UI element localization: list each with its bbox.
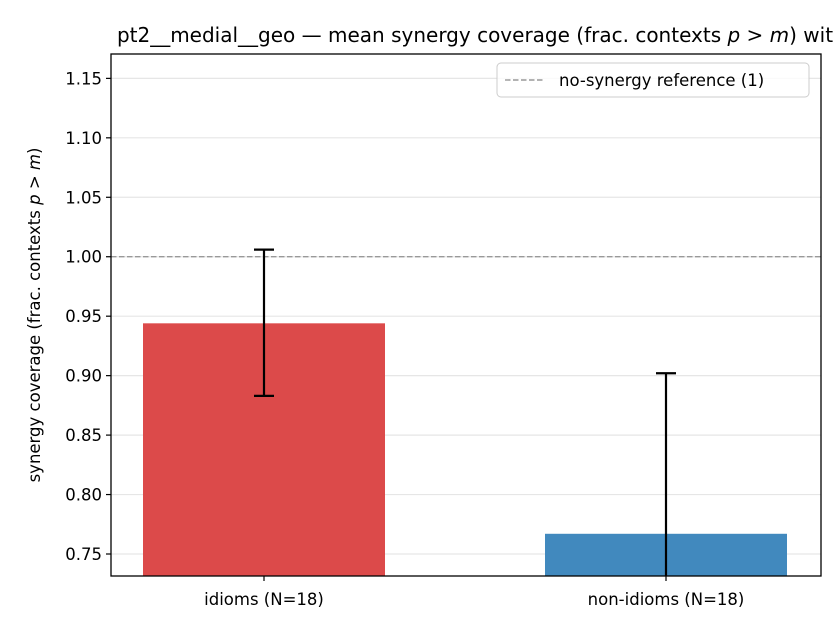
x-tick-label: non-idioms (N=18) — [588, 590, 745, 609]
y-tick-label: 0.75 — [65, 545, 102, 564]
legend: no-synergy reference (1) — [496, 62, 810, 98]
y-ticks: 0.75 0.80 0.85 0.90 0.95 1.00 1.05 1.10 1.15 — [65, 69, 111, 564]
y-tick-label: 0.80 — [65, 486, 102, 505]
y-axis-label: synergy coverage (frac. contexts p > m) — [25, 148, 44, 483]
x-ticks: idioms (N=18) non-idioms (N=18) — [204, 576, 744, 609]
y-axis-label-prefix: synergy coverage (frac. contexts — [25, 205, 44, 483]
y-tick-label: 0.90 — [65, 367, 102, 386]
chart-title-suffix: ) wit — [789, 23, 833, 47]
y-axis-label-math: p > m — [25, 154, 44, 206]
chart-title: pt2__medial__geo — mean synergy coverage… — [117, 23, 833, 47]
chart-title-prefix: pt2__medial__geo — mean synergy coverage… — [117, 23, 728, 47]
axes-frame — [110, 53, 822, 577]
y-tick-label: 0.95 — [65, 307, 102, 326]
y-tick-label: 1.15 — [65, 69, 102, 88]
y-tick-label: 1.05 — [65, 188, 102, 207]
y-tick-label: 0.85 — [65, 426, 102, 445]
y-tick-label: 1.00 — [65, 248, 102, 267]
chart-title-math: p > m — [726, 23, 789, 47]
x-tick-label: idioms (N=18) — [204, 590, 324, 609]
legend-label-reference-line: no-synergy reference (1) — [559, 71, 764, 90]
legend-box — [496, 62, 810, 98]
y-tick-label: 1.10 — [65, 129, 102, 148]
y-axis-label-suffix: ) — [25, 148, 44, 154]
errorbar-layer — [254, 248, 676, 576]
